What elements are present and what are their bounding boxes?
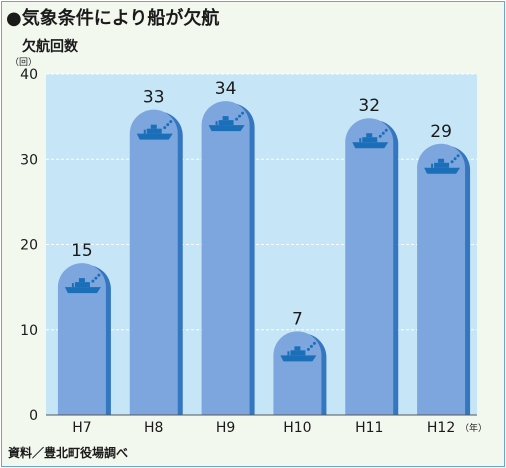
data-label: 32 — [358, 96, 380, 116]
data-label: 34 — [215, 79, 237, 99]
bar — [57, 263, 106, 415]
data-labels: 15 33 34 7 32 29 — [64, 79, 461, 362]
x-tick-label: H11 — [355, 420, 383, 436]
ship-icon — [280, 341, 317, 362]
x-tick-label: H10 — [283, 420, 311, 436]
x-axis-unit: （年） — [460, 422, 487, 434]
x-tick-label: H8 — [144, 420, 163, 436]
y-tick-label: 40 — [20, 67, 38, 83]
data-label: 33 — [143, 88, 165, 108]
y-axis-unit: （回） — [10, 57, 37, 68]
ship-icon — [136, 120, 173, 140]
x-tick-label: H12 — [427, 420, 455, 436]
source-note: 資料／豊北町役場調べ — [8, 445, 128, 460]
bars — [57, 101, 471, 415]
data-label: 15 — [71, 241, 93, 261]
ship-icon — [424, 154, 461, 174]
x-tick-label: H7 — [72, 420, 91, 436]
y-tick-label: 10 — [20, 323, 38, 339]
x-tick-label: H9 — [216, 420, 235, 436]
x-axis: H7 H8 H9 H10 H11 H12 — [72, 420, 455, 436]
bar — [129, 109, 178, 415]
bar — [417, 143, 466, 415]
bar — [273, 331, 322, 415]
y-tick-label: 20 — [20, 238, 38, 254]
grid-lines — [46, 73, 477, 331]
y-tick-label: 0 — [29, 408, 38, 424]
y-axis-title: 欠航回数 — [22, 38, 79, 55]
ship-icon — [352, 128, 389, 149]
y-tick-label: 30 — [20, 152, 38, 168]
y-axis: 0 10 20 30 40 — [20, 67, 38, 424]
data-label: 29 — [430, 122, 452, 142]
bar — [201, 101, 250, 415]
ship-icon — [208, 111, 245, 132]
chart-title: ●気象条件により船が欠航 — [6, 7, 219, 29]
bar — [345, 118, 394, 415]
data-label: 7 — [292, 309, 303, 329]
ship-icon — [64, 273, 101, 294]
